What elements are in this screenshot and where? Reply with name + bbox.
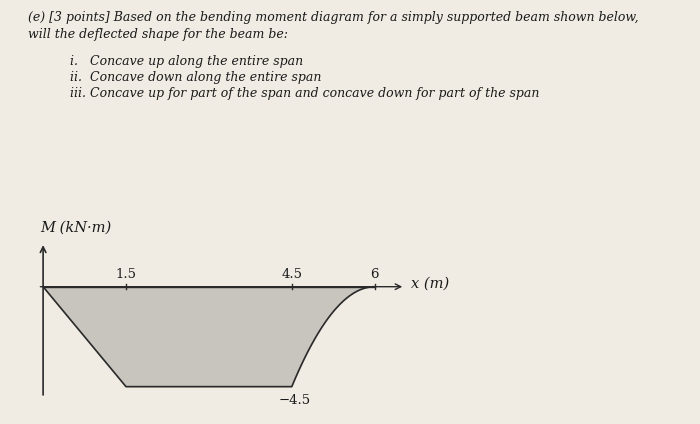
Text: x (m): x (m) [411,277,449,291]
Text: 1.5: 1.5 [116,268,136,281]
Text: iii. Concave up for part of the span and concave down for part of the span: iii. Concave up for part of the span and… [70,87,540,100]
Text: ii.  Concave down along the entire span: ii. Concave down along the entire span [70,71,321,84]
Text: will the deflected shape for the beam be:: will the deflected shape for the beam be… [28,28,288,41]
Text: 4.5: 4.5 [281,268,302,281]
Text: (e) [3 points] Based on the bending moment diagram for a simply supported beam s: (e) [3 points] Based on the bending mome… [28,11,638,24]
Text: 6: 6 [370,268,379,281]
Text: M (kN·m): M (kN·m) [41,220,111,234]
Text: i.   Concave up along the entire span: i. Concave up along the entire span [70,55,303,68]
Polygon shape [43,287,374,387]
Text: −4.5: −4.5 [279,394,311,407]
